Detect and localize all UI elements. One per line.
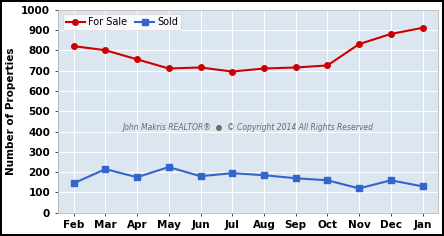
For Sale [420,26,425,29]
Y-axis label: Number of Properties: Number of Properties [6,47,16,175]
Sold [198,175,203,178]
Sold [135,176,140,179]
Text: John Makris REALTOR®  ●  © Copyright 2014 All Rights Reserved: John Makris REALTOR® ● © Copyright 2014 … [123,123,373,132]
For Sale [293,66,298,69]
Sold [71,182,76,185]
Sold [325,179,330,182]
For Sale [71,45,76,48]
Line: Sold: Sold [71,164,425,191]
Sold [166,166,171,169]
For Sale [198,66,203,69]
For Sale [103,49,108,52]
Sold [103,168,108,171]
For Sale [135,58,140,61]
Sold [262,174,267,177]
Sold [230,172,235,175]
For Sale [262,67,267,70]
Sold [357,187,362,190]
For Sale [325,64,330,67]
For Sale [357,43,362,46]
Legend: For Sale, Sold: For Sale, Sold [63,14,181,30]
For Sale [388,33,393,35]
Line: For Sale: For Sale [71,25,425,74]
Sold [293,177,298,180]
For Sale [166,67,171,70]
For Sale [230,70,235,73]
Sold [388,179,393,182]
Sold [420,185,425,188]
